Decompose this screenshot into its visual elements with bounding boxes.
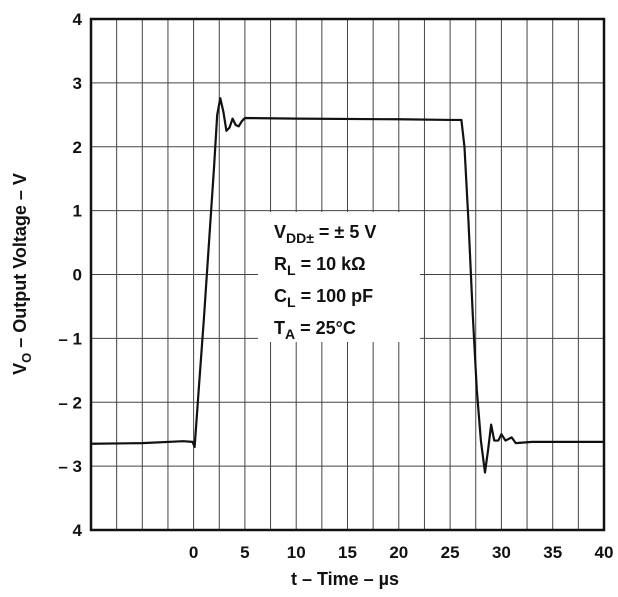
y-tick-label-0: 4 <box>73 10 83 29</box>
y-tick-label-8: 4 <box>73 521 83 540</box>
y-tick-label-2: 2 <box>73 138 82 157</box>
y-tick-label-6: – 2 <box>58 393 82 412</box>
series-line-0 <box>90 97 604 474</box>
x-tick-label-7: 35 <box>543 543 562 562</box>
annotation-layer: VDD± = ± 5 V RL = 10 kΩ CL = 100 pF TA = 25… <box>274 222 376 342</box>
y-tick-label-1: 3 <box>73 74 82 93</box>
x-tick-label-5: 25 <box>441 543 460 562</box>
annotation-line-1: RL = 10 kΩ <box>274 254 366 278</box>
x-tick-label-2: 10 <box>287 543 306 562</box>
plot-frame <box>89 17 606 532</box>
x-tick-label-3: 15 <box>338 543 357 562</box>
x-tick-label-4: 20 <box>389 543 408 562</box>
x-tick-label-1: 5 <box>240 543 249 562</box>
series-layer <box>90 97 604 474</box>
y-tick-label-7: – 3 <box>58 457 82 476</box>
y-tick-label-4: 0 <box>73 266 82 285</box>
annotation-line-2: CL = 100 pF <box>274 286 373 310</box>
y-axis-label: VO – Output Voltage – V <box>10 173 34 375</box>
y-tick-label-5: – 1 <box>58 329 82 348</box>
annotation-box <box>258 212 420 342</box>
annotation-line-0: VDD± = ± 5 V <box>274 222 376 246</box>
x-axis-label: t – Time – µs <box>291 569 399 589</box>
annotation-line-3: TA = 25°C <box>274 318 356 342</box>
x-tick-label-8: 40 <box>595 543 614 562</box>
x-tick-label-6: 30 <box>492 543 511 562</box>
y-tick-label-3: 1 <box>73 202 82 221</box>
x-tick-label-0: 0 <box>189 543 198 562</box>
